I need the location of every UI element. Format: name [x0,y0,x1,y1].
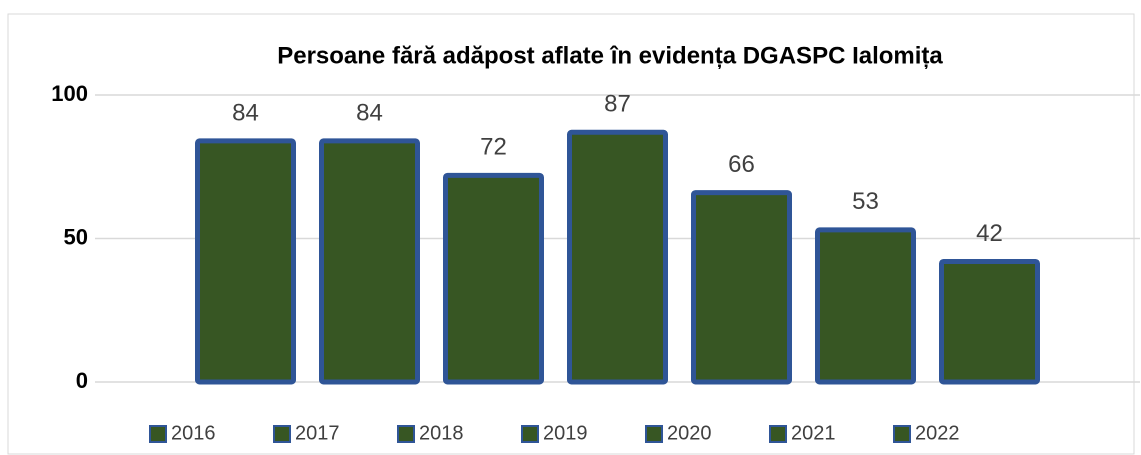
legend-swatch [521,425,539,443]
data-label: 84 [232,99,259,126]
legend-swatch [645,425,663,443]
bar [567,129,668,385]
legend-swatch [893,425,911,443]
chart-title: Persoane fără adăpost aflate în evidența… [277,42,943,69]
y-tick-label: 100 [51,81,88,106]
legend-label: 2017 [295,422,340,444]
data-label: 66 [728,151,755,178]
bar [691,190,792,385]
legend-swatch [273,425,291,443]
bar [939,258,1040,385]
bar [195,138,296,385]
data-label: 84 [356,99,383,126]
legend-swatch [149,425,167,443]
legend-label: 2021 [791,422,836,444]
data-label: 53 [852,188,879,215]
legend-swatch [397,425,415,443]
legend-label: 2020 [667,422,712,444]
legend-label: 2018 [419,422,464,444]
data-label: 87 [604,91,631,118]
bar [815,227,916,385]
data-label: 42 [976,220,1003,247]
legend-label: 2019 [543,422,588,444]
data-label: 72 [480,134,507,161]
y-tick-label: 0 [76,368,88,393]
bar [319,138,420,385]
y-tick-label: 50 [64,224,88,249]
legend-label: 2022 [915,422,960,444]
legend-label: 2016 [171,422,216,444]
bar [443,172,544,385]
legend-swatch [769,425,787,443]
